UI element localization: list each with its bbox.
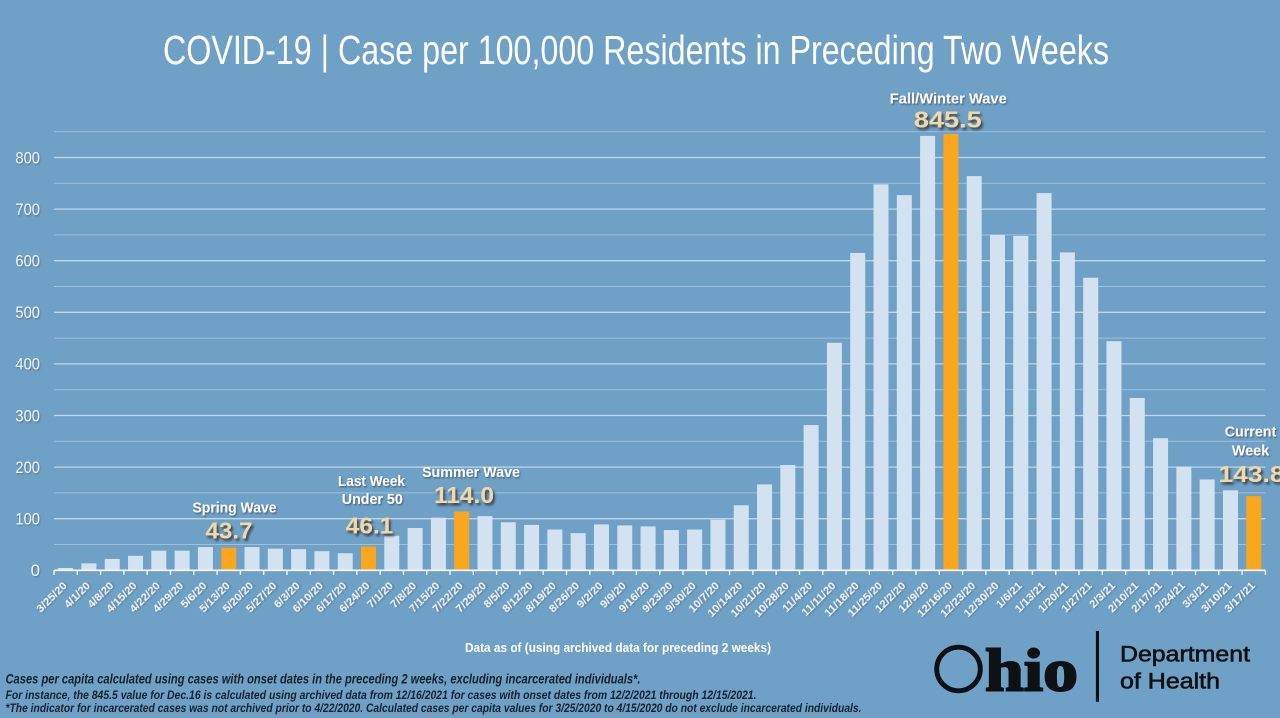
svg-text:500: 500 bbox=[15, 303, 40, 322]
svg-text:100: 100 bbox=[15, 510, 40, 529]
svg-text:*The indicator for incarcerate: *The indicator for incarcerated cases wa… bbox=[6, 702, 862, 715]
svg-text:For instance, the 845.5 value: For instance, the 845.5 value for Dec.16… bbox=[6, 689, 757, 702]
svg-text:43.7: 43.7 bbox=[206, 517, 253, 543]
svg-text:hio: hio bbox=[985, 638, 1078, 704]
svg-text:0: 0 bbox=[31, 561, 40, 580]
svg-text:of Health: of Health bbox=[1120, 669, 1220, 694]
svg-text:COVID-19 | Case per 100,000 Re: COVID-19 | Case per 100,000 Residents in… bbox=[163, 27, 1109, 73]
svg-text:Week: Week bbox=[1232, 444, 1270, 460]
svg-text:845.5: 845.5 bbox=[914, 107, 982, 133]
svg-text:Data as of (using archived dat: Data as of (using archived data for prec… bbox=[465, 640, 771, 655]
svg-text:300: 300 bbox=[15, 406, 40, 425]
svg-text:Under 50: Under 50 bbox=[342, 492, 403, 508]
svg-text:Summer Wave: Summer Wave bbox=[422, 465, 520, 481]
svg-text:400: 400 bbox=[15, 355, 40, 374]
svg-text:Spring Wave: Spring Wave bbox=[193, 500, 277, 516]
svg-text:46.1: 46.1 bbox=[346, 513, 394, 539]
svg-text:800: 800 bbox=[15, 148, 40, 167]
svg-text:143.8: 143.8 bbox=[1219, 461, 1280, 487]
svg-text:Last Week: Last Week bbox=[338, 474, 406, 490]
svg-text:114.0: 114.0 bbox=[434, 482, 494, 508]
svg-text:Current: Current bbox=[1225, 425, 1277, 441]
svg-text:Department: Department bbox=[1120, 641, 1250, 666]
svg-text:200: 200 bbox=[15, 458, 40, 477]
svg-text:700: 700 bbox=[15, 200, 40, 219]
svg-text:Fall/Winter Wave: Fall/Winter Wave bbox=[890, 92, 1007, 108]
svg-text:Cases per capita calculated us: Cases per capita calculated using cases … bbox=[6, 672, 641, 687]
svg-text:600: 600 bbox=[15, 252, 40, 271]
